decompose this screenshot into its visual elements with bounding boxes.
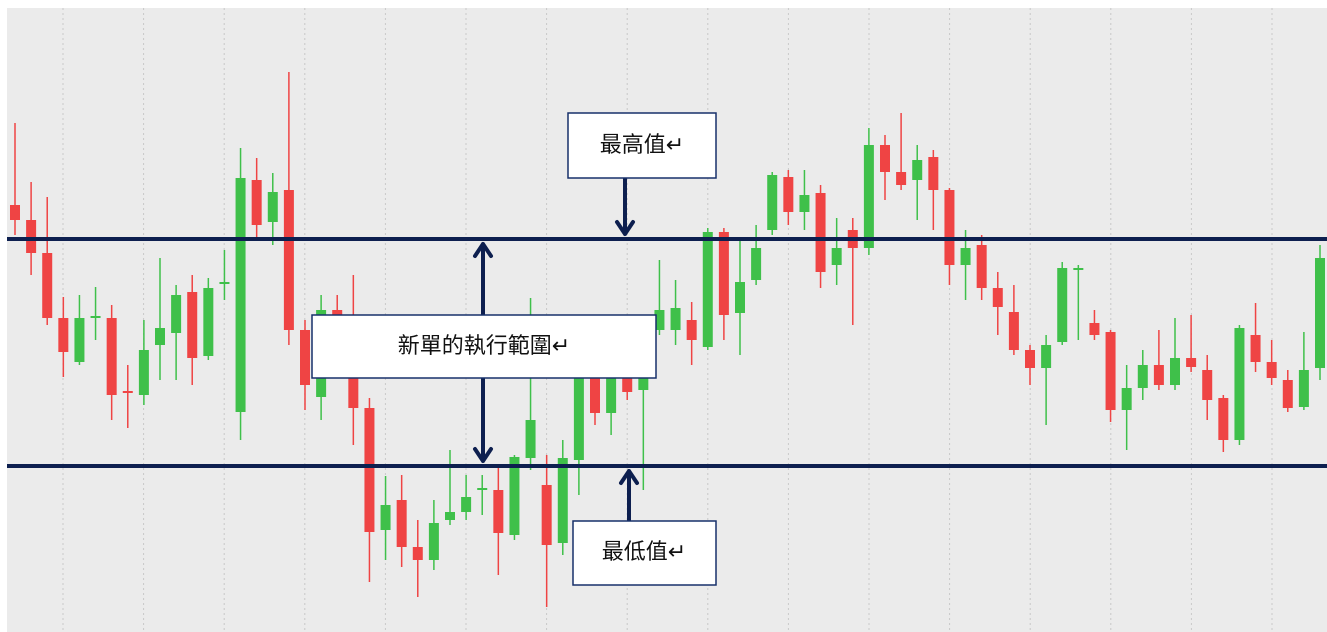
candle-body [606,378,617,413]
candle-body [622,378,633,392]
candle-body [896,172,907,185]
candle-body [251,180,262,225]
candle-body [944,190,955,265]
high-label: 最高值↵ [600,133,684,158]
candle-body [1218,398,1229,440]
candle-body [428,523,439,560]
low-arrow [619,469,639,522]
range-box [311,314,657,379]
low-box [572,520,717,586]
candle-body [1266,362,1277,378]
annotations: 新單的執行範圍↵ 最高值↵ 最低值↵ [311,112,717,586]
candle-body [1170,358,1180,385]
candle-body [106,318,117,395]
candle-body [735,282,745,313]
candle-body [831,248,842,265]
candle-body [1073,268,1084,270]
candle-body [90,316,101,318]
candle-body [573,370,584,460]
candle-body [912,160,923,180]
range-label: 新單的執行範圍↵ [398,334,570,359]
candle-body [509,457,520,535]
candle-body [928,157,939,190]
candle-body [380,505,391,530]
candle-body [219,282,230,284]
candle-body [1041,345,1052,368]
candle-body [799,195,810,212]
candle-body [525,420,536,458]
candle-body [348,370,359,408]
candle-body [1121,388,1132,410]
candle-body [880,145,890,172]
candle-body [26,220,37,253]
candle-body [1105,332,1116,410]
candle-body [461,497,472,512]
candles [10,72,1325,607]
candle-body [541,485,552,545]
candle-body [1153,365,1164,385]
candle-body [1202,370,1213,400]
candle-body [1186,358,1197,367]
candle-body [1008,312,1019,350]
candle-body [171,295,182,333]
candle-body [203,288,214,356]
candle-body [364,408,375,532]
candle-body [445,512,455,520]
candle-body [412,547,423,560]
candle-body [10,205,20,220]
candle-body [493,490,504,533]
candle-body [718,232,729,315]
candle-body [976,245,987,288]
candle-body [1250,335,1261,362]
candle-body [686,320,697,340]
candle-body [1315,258,1325,368]
candle-body [138,350,149,395]
candle-body [74,318,85,362]
candle-body [992,288,1003,307]
candle-body [1282,380,1293,408]
high-box [567,112,717,179]
candle-body [155,328,165,345]
candle-body [283,190,294,330]
candle-body [1089,323,1100,335]
range-arrow-up [473,242,493,317]
high-arrow [615,177,635,236]
candle-body [1137,365,1148,388]
candle-body [751,248,762,280]
range-arrow-down [473,376,493,463]
candle-body [300,330,310,385]
candle-body [1298,370,1309,407]
candle-body [767,175,778,230]
candle-body [702,232,713,347]
candle-body [267,192,278,222]
levels [7,237,1327,468]
candle-body [590,375,600,413]
candle-body [654,310,665,330]
candle-body [960,248,971,265]
candle-body [235,178,246,412]
candle-body [122,391,133,393]
candle-body [670,308,681,330]
candle-body [815,193,826,272]
candle-body [477,488,488,490]
candle-body [58,318,69,352]
low-label: 最低值↵ [602,540,686,565]
candle-body [783,177,794,212]
candle-body [187,292,198,358]
candle-body [1057,268,1068,342]
candle-body [863,145,874,248]
candle-body [42,253,53,318]
candle-body [557,458,568,543]
candle-body [396,500,407,547]
candle-body [1234,328,1245,440]
candle-body [1025,350,1035,368]
